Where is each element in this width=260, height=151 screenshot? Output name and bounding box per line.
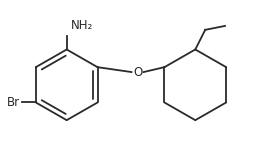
Text: NH₂: NH₂: [71, 19, 93, 32]
Text: Br: Br: [7, 96, 20, 109]
Text: O: O: [133, 66, 142, 79]
